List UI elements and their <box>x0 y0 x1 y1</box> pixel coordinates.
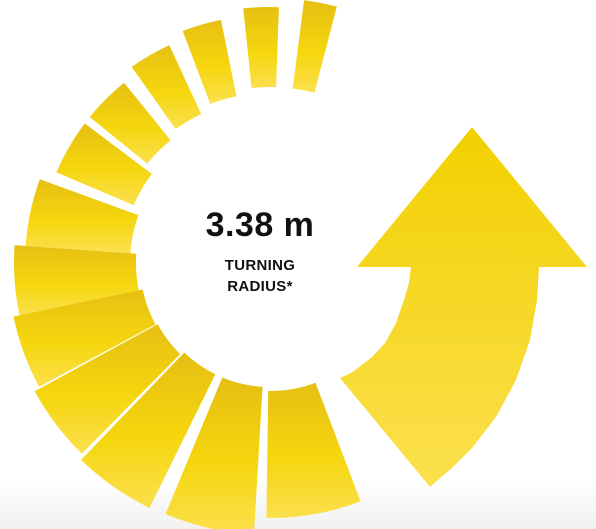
radius-segment <box>13 289 156 387</box>
radius-segment <box>131 45 202 129</box>
radius-segment <box>34 324 181 454</box>
radius-segment <box>182 19 237 104</box>
turning-radius-caption: TURNING RADIUS* <box>160 255 360 297</box>
caption-line-1: TURNING <box>224 257 296 274</box>
turning-radius-value: 3.38 m <box>205 206 315 244</box>
radius-segment <box>25 179 139 254</box>
curved-arrow-icon <box>340 127 587 487</box>
radius-segment <box>243 7 279 89</box>
radius-segment <box>292 0 337 93</box>
radius-segment <box>89 82 171 164</box>
radius-segment <box>266 382 361 519</box>
radius-segment <box>165 377 263 529</box>
radius-segments <box>13 0 361 529</box>
caption-line-2: RADIUS* <box>227 278 293 295</box>
turning-radius-label: 3.38 m TURNING RADIUS* <box>160 205 360 297</box>
radius-segment <box>56 123 152 206</box>
radius-segment <box>13 245 139 317</box>
radius-segment <box>81 352 216 508</box>
